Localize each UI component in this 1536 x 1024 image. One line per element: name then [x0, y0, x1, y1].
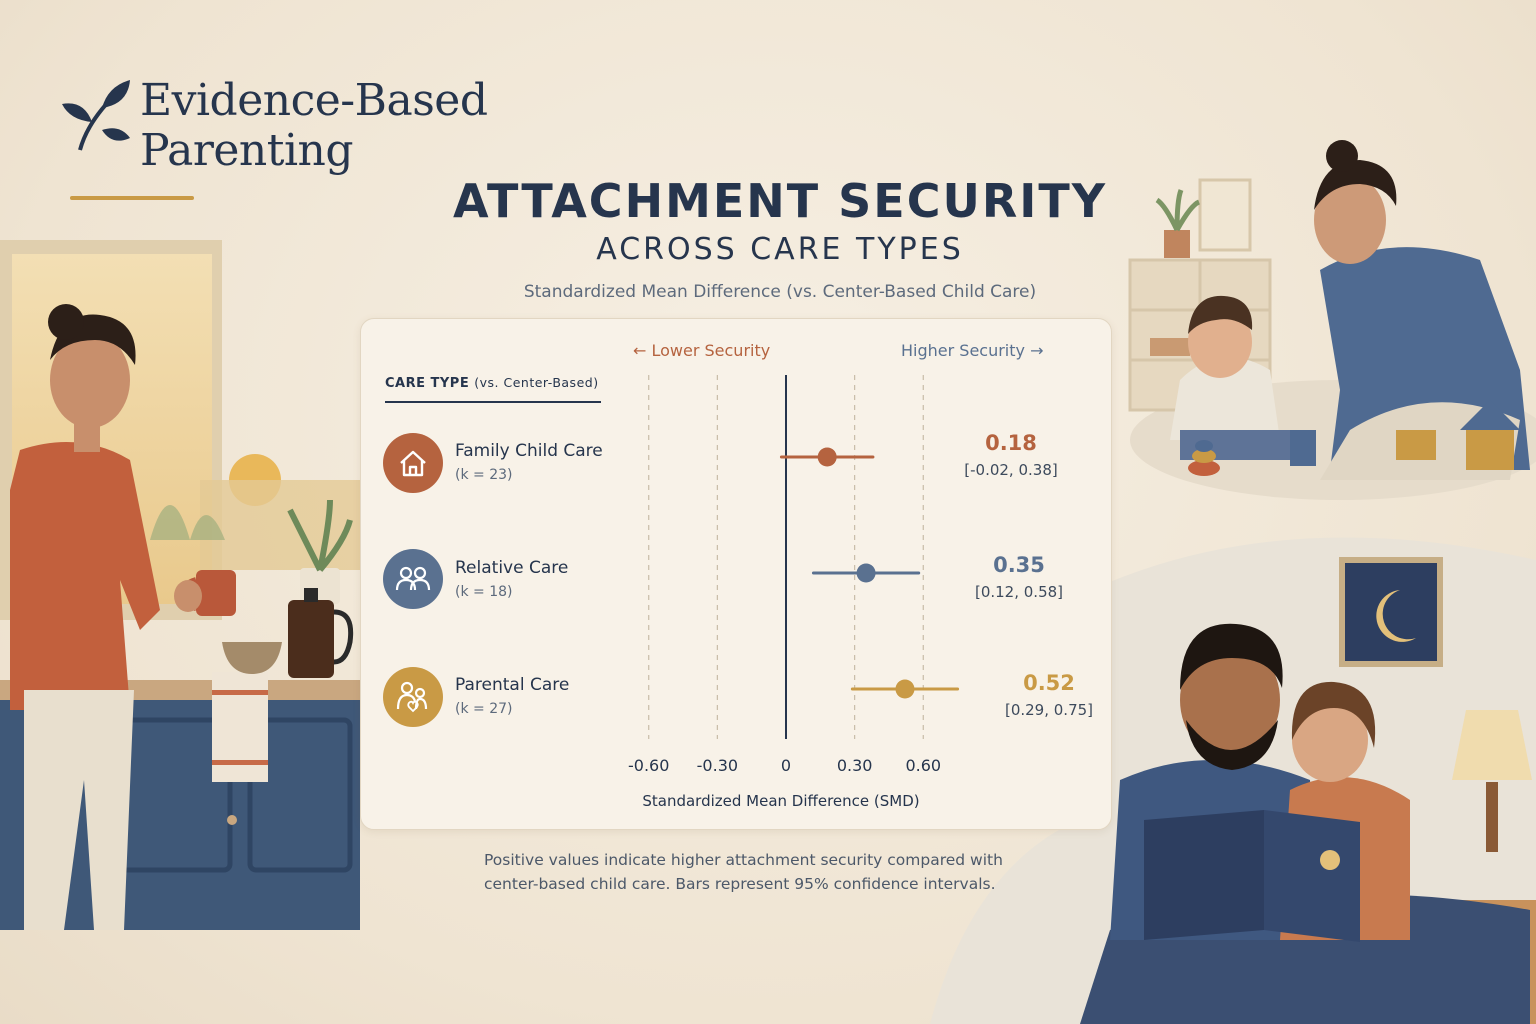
care-type-name: Relative Care [455, 558, 569, 578]
footnote: Positive values indicate higher attachme… [484, 848, 1044, 896]
estimate-value: 0.52 [1023, 671, 1075, 695]
estimate-parental-care: 0.52 [0.29, 0.75] [979, 671, 1119, 719]
point-estimate [817, 447, 837, 467]
x-tick-label: 0.30 [837, 756, 873, 775]
row-label-family-care: Family Child Care (k = 23) [455, 441, 603, 483]
study-count: (k = 18) [455, 584, 513, 600]
direction-lower-label: ← Lower Security [633, 341, 771, 360]
study-count: (k = 27) [455, 701, 513, 717]
confidence-interval: [0.12, 0.58] [974, 583, 1064, 601]
care-type-name: Family Child Care [455, 441, 603, 461]
two-people-icon [395, 566, 431, 591]
x-tick-label: -0.60 [628, 756, 669, 775]
x-tick-label: 0 [781, 756, 791, 775]
page-subtitle: Standardized Mean Difference (vs. Center… [523, 282, 1037, 302]
estimate-value: 0.18 [985, 431, 1037, 455]
footnote-line-2: center-based child care. Bars represent … [484, 875, 996, 893]
forest-plot-card: ← Lower Security Higher Security → CARE … [360, 318, 1112, 830]
parent-child-heart-icon [396, 681, 428, 713]
direction-higher-label: Higher Security → [901, 341, 1044, 360]
parental-care-badge [383, 667, 443, 727]
brand-underline [70, 196, 194, 200]
x-tick-label: -0.30 [697, 756, 738, 775]
brand-name: Evidence-Based Parenting [140, 76, 540, 176]
care-type-heading: CARE TYPE (vs. Center-Based) [385, 375, 601, 403]
care-type-name: Parental Care [455, 675, 570, 695]
x-tick-label: 0.60 [905, 756, 941, 775]
house-icon [400, 450, 426, 477]
row-label-parental-care: Parental Care (k = 27) [455, 675, 569, 717]
brand-line-1: Evidence-Based [140, 75, 488, 126]
point-estimate [856, 563, 876, 583]
footnote-line-1: Positive values indicate higher attachme… [484, 851, 1003, 869]
play-illustration [1128, 140, 1536, 500]
estimate-value: 0.35 [993, 553, 1045, 577]
point-estimate [895, 679, 915, 699]
forest-plot: -0.60 -0.30 0 0.30 0.60 Standardized Mean Dif… [628, 375, 960, 810]
estimate-relative-care: 0.35 [0.12, 0.58] [949, 553, 1089, 601]
confidence-interval: [-0.02, 0.38] [964, 461, 1058, 479]
leaf-icon [62, 80, 130, 151]
row-label-relative-care: Relative Care (k = 18) [455, 558, 568, 600]
confidence-interval: [0.29, 0.75] [1004, 701, 1094, 719]
family-care-badge [383, 433, 443, 493]
study-count: (k = 23) [455, 467, 513, 483]
care-type-heading-main: CARE TYPE [385, 376, 470, 391]
kitchen-illustration [0, 240, 380, 930]
x-axis-label: Standardized Mean Difference (SMD) [642, 792, 919, 810]
page-title: ATTACHMENT SECURITY [452, 174, 1108, 228]
brand-line-2: Parenting [140, 125, 354, 176]
care-type-heading-sub: (vs. Center-Based) [474, 375, 599, 390]
relative-care-badge [383, 549, 443, 609]
page-title-line-2: ACROSS CARE TYPES [596, 232, 964, 267]
estimate-family-care: 0.18 [-0.02, 0.38] [941, 431, 1081, 479]
